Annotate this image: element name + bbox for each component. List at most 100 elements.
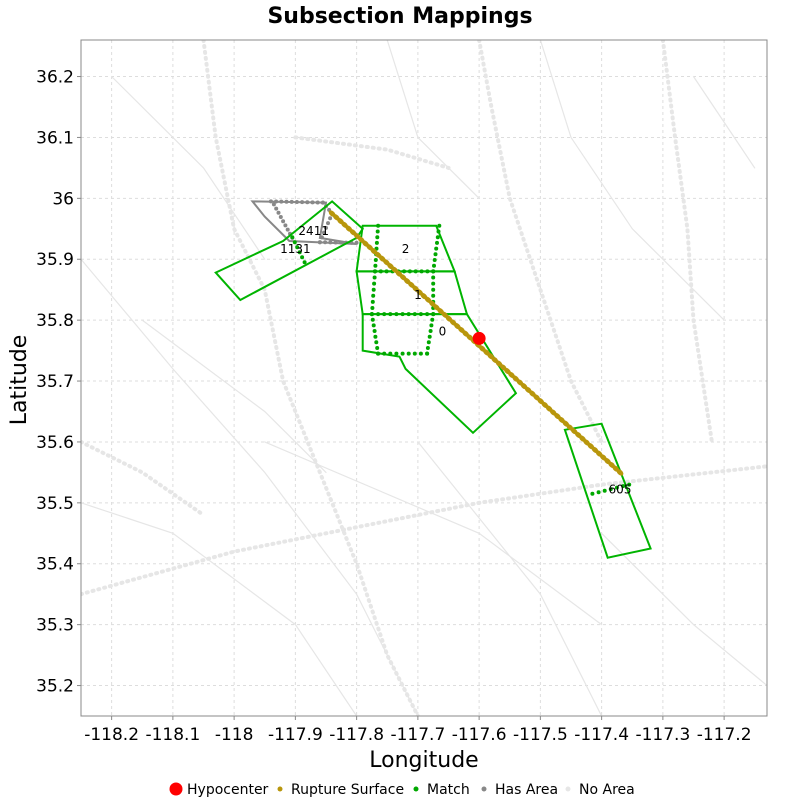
no-area-trace: [293, 135, 451, 170]
match-point: [432, 258, 437, 262]
has-area-point: [305, 200, 310, 205]
has-area-point: [294, 200, 299, 204]
match-point: [402, 269, 407, 274]
no-area-outline: [601, 532, 767, 687]
match-point: [431, 287, 436, 292]
match-point: [374, 340, 379, 345]
no-area-trace: [81, 439, 206, 517]
match-point: [435, 240, 439, 245]
plot-background: [81, 40, 767, 716]
has-area-point: [285, 227, 290, 232]
match-point: [608, 487, 613, 492]
match-point: [430, 317, 435, 322]
match-point: [375, 346, 380, 350]
has-area-point: [310, 200, 315, 205]
match-point: [425, 346, 430, 350]
match-point: [418, 312, 423, 317]
y-tick-label: 35.9: [36, 250, 74, 270]
y-tick-label: 35.7: [36, 372, 74, 392]
rupture-surface: [328, 210, 624, 476]
legend-label: No Area: [579, 782, 635, 798]
match-point: [394, 312, 399, 317]
x-tick-label: -117.3: [635, 725, 690, 745]
match-point: [627, 482, 632, 487]
legend-marker: [565, 786, 571, 792]
match-point: [614, 485, 619, 490]
match-point: [376, 223, 381, 228]
has-area-point: [328, 240, 333, 245]
match-point: [427, 334, 432, 339]
match-point: [373, 263, 378, 268]
legend-marker: [413, 786, 419, 792]
has-area-point: [354, 240, 359, 245]
match-point: [370, 299, 375, 304]
match-point: [406, 351, 411, 356]
legend-marker: [481, 786, 487, 792]
match-point: [431, 312, 436, 317]
y-tick-label: 36.2: [36, 68, 74, 88]
has-area-point: [324, 225, 328, 230]
legend-label: Rupture Surface: [291, 782, 404, 798]
x-axis-title: Longitude: [369, 748, 478, 773]
match-point: [429, 323, 434, 328]
match-point: [369, 312, 374, 317]
match-point: [400, 312, 405, 317]
x-tick-label: -118: [215, 725, 254, 745]
has-area-point: [319, 235, 324, 240]
match-point: [373, 258, 378, 262]
section-label: 2411: [298, 224, 329, 238]
legend-label: Match: [427, 782, 470, 798]
hypocenter-marker: [472, 331, 486, 345]
has-area-point: [323, 240, 328, 245]
no-area-trace: [201, 40, 420, 716]
match-point: [382, 351, 387, 356]
has-area-point: [338, 240, 343, 245]
has-area-point: [317, 240, 322, 245]
no-area-outline: [81, 502, 358, 716]
x-tick-label: -117.8: [329, 725, 384, 745]
no-area-trace: [477, 40, 604, 444]
match-point: [394, 351, 399, 356]
match-point: [300, 255, 305, 260]
match-point: [413, 269, 418, 274]
has-area-point: [278, 215, 283, 219]
has-area-point: [315, 200, 320, 205]
has-area-point: [300, 200, 305, 205]
match-point: [435, 235, 440, 240]
section-label: 0: [439, 324, 447, 338]
match-point: [373, 269, 377, 274]
no-area-trace: [81, 464, 767, 597]
match-point: [596, 490, 601, 495]
no-area-outline: [111, 75, 266, 260]
section-label: 1: [414, 288, 422, 302]
match-point: [412, 312, 417, 317]
has-area-point: [274, 199, 279, 204]
match-point: [437, 223, 442, 228]
has-area-point: [279, 199, 284, 204]
x-tick-label: -117.9: [268, 725, 323, 745]
has-area-point: [281, 219, 286, 224]
section-label: 2: [402, 242, 410, 256]
has-area-point: [322, 230, 326, 235]
match-point: [434, 246, 439, 251]
has-area-point: [328, 216, 333, 221]
has-area-point: [276, 210, 281, 215]
no-area-outline: [692, 75, 756, 169]
match-point: [388, 351, 393, 356]
plot-content: 0 1 2 1131 605 2411: [81, 40, 767, 716]
has-area-point: [333, 240, 338, 245]
match-point: [428, 329, 433, 333]
match-point: [432, 263, 436, 268]
match-point: [425, 351, 430, 356]
match-point: [376, 312, 381, 317]
legend-marker: [277, 786, 283, 792]
no-area-trace: [660, 40, 714, 444]
match-point: [290, 235, 295, 240]
match-point: [370, 306, 375, 310]
match-point: [431, 269, 436, 274]
match-point: [370, 317, 375, 322]
match-point: [295, 245, 300, 250]
match-point: [375, 235, 380, 240]
no-area-outline: [417, 441, 603, 716]
